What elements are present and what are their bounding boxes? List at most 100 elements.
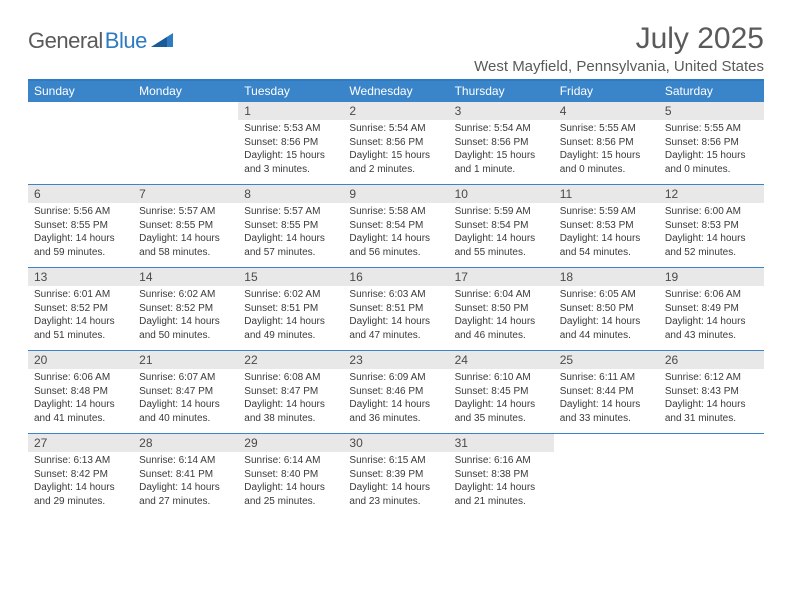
day-body: Sunrise: 6:16 AMSunset: 8:38 PMDaylight:… [449,452,554,516]
day-line: Sunrise: 6:01 AM [34,288,127,302]
day-line: and 36 minutes. [349,412,442,426]
day-line: and 1 minute. [455,163,548,177]
day-num-row: 12345 [28,102,764,120]
day-body: Sunrise: 5:59 AMSunset: 8:53 PMDaylight:… [554,203,659,267]
day-line: Sunset: 8:51 PM [349,302,442,316]
day-line: Daylight: 14 hours [244,232,337,246]
brand-logo: GeneralBlue [28,28,173,54]
day-line: and 33 minutes. [560,412,653,426]
day-number: 4 [554,102,659,120]
day-number: 8 [238,185,343,203]
day-line: Sunset: 8:39 PM [349,468,442,482]
day-line: Sunset: 8:50 PM [560,302,653,316]
day-line: Daylight: 14 hours [244,481,337,495]
day-line: Sunrise: 6:04 AM [455,288,548,302]
day-number [133,102,238,120]
day-line: and 50 minutes. [139,329,232,343]
day-number: 1 [238,102,343,120]
day-line: Sunset: 8:56 PM [665,136,758,150]
day-line: and 0 minutes. [560,163,653,177]
day-line: Sunrise: 6:15 AM [349,454,442,468]
day-line: Sunset: 8:51 PM [244,302,337,316]
day-line: Sunrise: 6:05 AM [560,288,653,302]
day-number: 27 [28,434,133,452]
day-line: Sunrise: 6:14 AM [139,454,232,468]
day-line: Sunset: 8:44 PM [560,385,653,399]
day-number: 26 [659,351,764,369]
day-line: Sunset: 8:56 PM [560,136,653,150]
day-line: Daylight: 14 hours [455,398,548,412]
day-line: and 3 minutes. [244,163,337,177]
day-body-row: Sunrise: 5:56 AMSunset: 8:55 PMDaylight:… [28,203,764,267]
day-line: Daylight: 14 hours [244,398,337,412]
day-line: Daylight: 14 hours [455,481,548,495]
day-number: 15 [238,268,343,286]
day-line: Sunset: 8:43 PM [665,385,758,399]
day-line: Daylight: 14 hours [139,481,232,495]
day-body: Sunrise: 5:58 AMSunset: 8:54 PMDaylight:… [343,203,448,267]
day-line: Daylight: 14 hours [34,232,127,246]
day-line: Daylight: 15 hours [349,149,442,163]
day-line: and 40 minutes. [139,412,232,426]
day-line: Sunrise: 6:00 AM [665,205,758,219]
day-line: Daylight: 14 hours [560,398,653,412]
day-line: Daylight: 14 hours [139,232,232,246]
day-number: 22 [238,351,343,369]
day-line: Daylight: 14 hours [349,398,442,412]
day-body [133,120,238,184]
day-line: and 57 minutes. [244,246,337,260]
day-line: and 27 minutes. [139,495,232,509]
day-number: 10 [449,185,554,203]
calendar: Sunday Monday Tuesday Wednesday Thursday… [28,79,764,516]
day-line: Sunrise: 6:09 AM [349,371,442,385]
day-number: 24 [449,351,554,369]
day-line: Sunrise: 6:07 AM [139,371,232,385]
day-line: Sunset: 8:50 PM [455,302,548,316]
day-body: Sunrise: 6:15 AMSunset: 8:39 PMDaylight:… [343,452,448,516]
day-body: Sunrise: 5:56 AMSunset: 8:55 PMDaylight:… [28,203,133,267]
day-line: Daylight: 14 hours [665,315,758,329]
day-line: Sunset: 8:38 PM [455,468,548,482]
day-line: Sunset: 8:47 PM [244,385,337,399]
day-line: Sunrise: 5:58 AM [349,205,442,219]
day-line: Daylight: 14 hours [244,315,337,329]
day-body [554,452,659,516]
day-line: and 23 minutes. [349,495,442,509]
day-line: Sunrise: 6:11 AM [560,371,653,385]
day-number [28,102,133,120]
day-line: and 44 minutes. [560,329,653,343]
day-line: Daylight: 15 hours [455,149,548,163]
day-line: Sunrise: 5:55 AM [560,122,653,136]
day-line: Sunset: 8:45 PM [455,385,548,399]
day-header-thu: Thursday [449,81,554,102]
day-header-mon: Monday [133,81,238,102]
day-number: 30 [343,434,448,452]
day-body: Sunrise: 5:53 AMSunset: 8:56 PMDaylight:… [238,120,343,184]
day-line: Sunrise: 5:55 AM [665,122,758,136]
day-line: Sunset: 8:40 PM [244,468,337,482]
day-header-fri: Friday [554,81,659,102]
day-number: 28 [133,434,238,452]
day-line: and 47 minutes. [349,329,442,343]
title-block: July 2025 West Mayfield, Pennsylvania, U… [474,22,764,75]
day-line: Sunrise: 6:14 AM [244,454,337,468]
day-line: and 59 minutes. [34,246,127,260]
day-body: Sunrise: 5:55 AMSunset: 8:56 PMDaylight:… [554,120,659,184]
day-number: 9 [343,185,448,203]
day-number: 25 [554,351,659,369]
brand-triangle-icon [151,31,173,52]
day-line: Daylight: 14 hours [349,315,442,329]
day-number: 19 [659,268,764,286]
day-line: Daylight: 14 hours [560,315,653,329]
day-body: Sunrise: 5:55 AMSunset: 8:56 PMDaylight:… [659,120,764,184]
day-line: Sunrise: 6:03 AM [349,288,442,302]
day-line: Sunset: 8:54 PM [455,219,548,233]
day-line: Sunset: 8:52 PM [139,302,232,316]
day-line: Sunrise: 6:12 AM [665,371,758,385]
day-body: Sunrise: 6:01 AMSunset: 8:52 PMDaylight:… [28,286,133,350]
day-body: Sunrise: 6:12 AMSunset: 8:43 PMDaylight:… [659,369,764,433]
day-line: Daylight: 14 hours [349,232,442,246]
day-line: and 0 minutes. [665,163,758,177]
day-body: Sunrise: 5:59 AMSunset: 8:54 PMDaylight:… [449,203,554,267]
day-body: Sunrise: 6:11 AMSunset: 8:44 PMDaylight:… [554,369,659,433]
